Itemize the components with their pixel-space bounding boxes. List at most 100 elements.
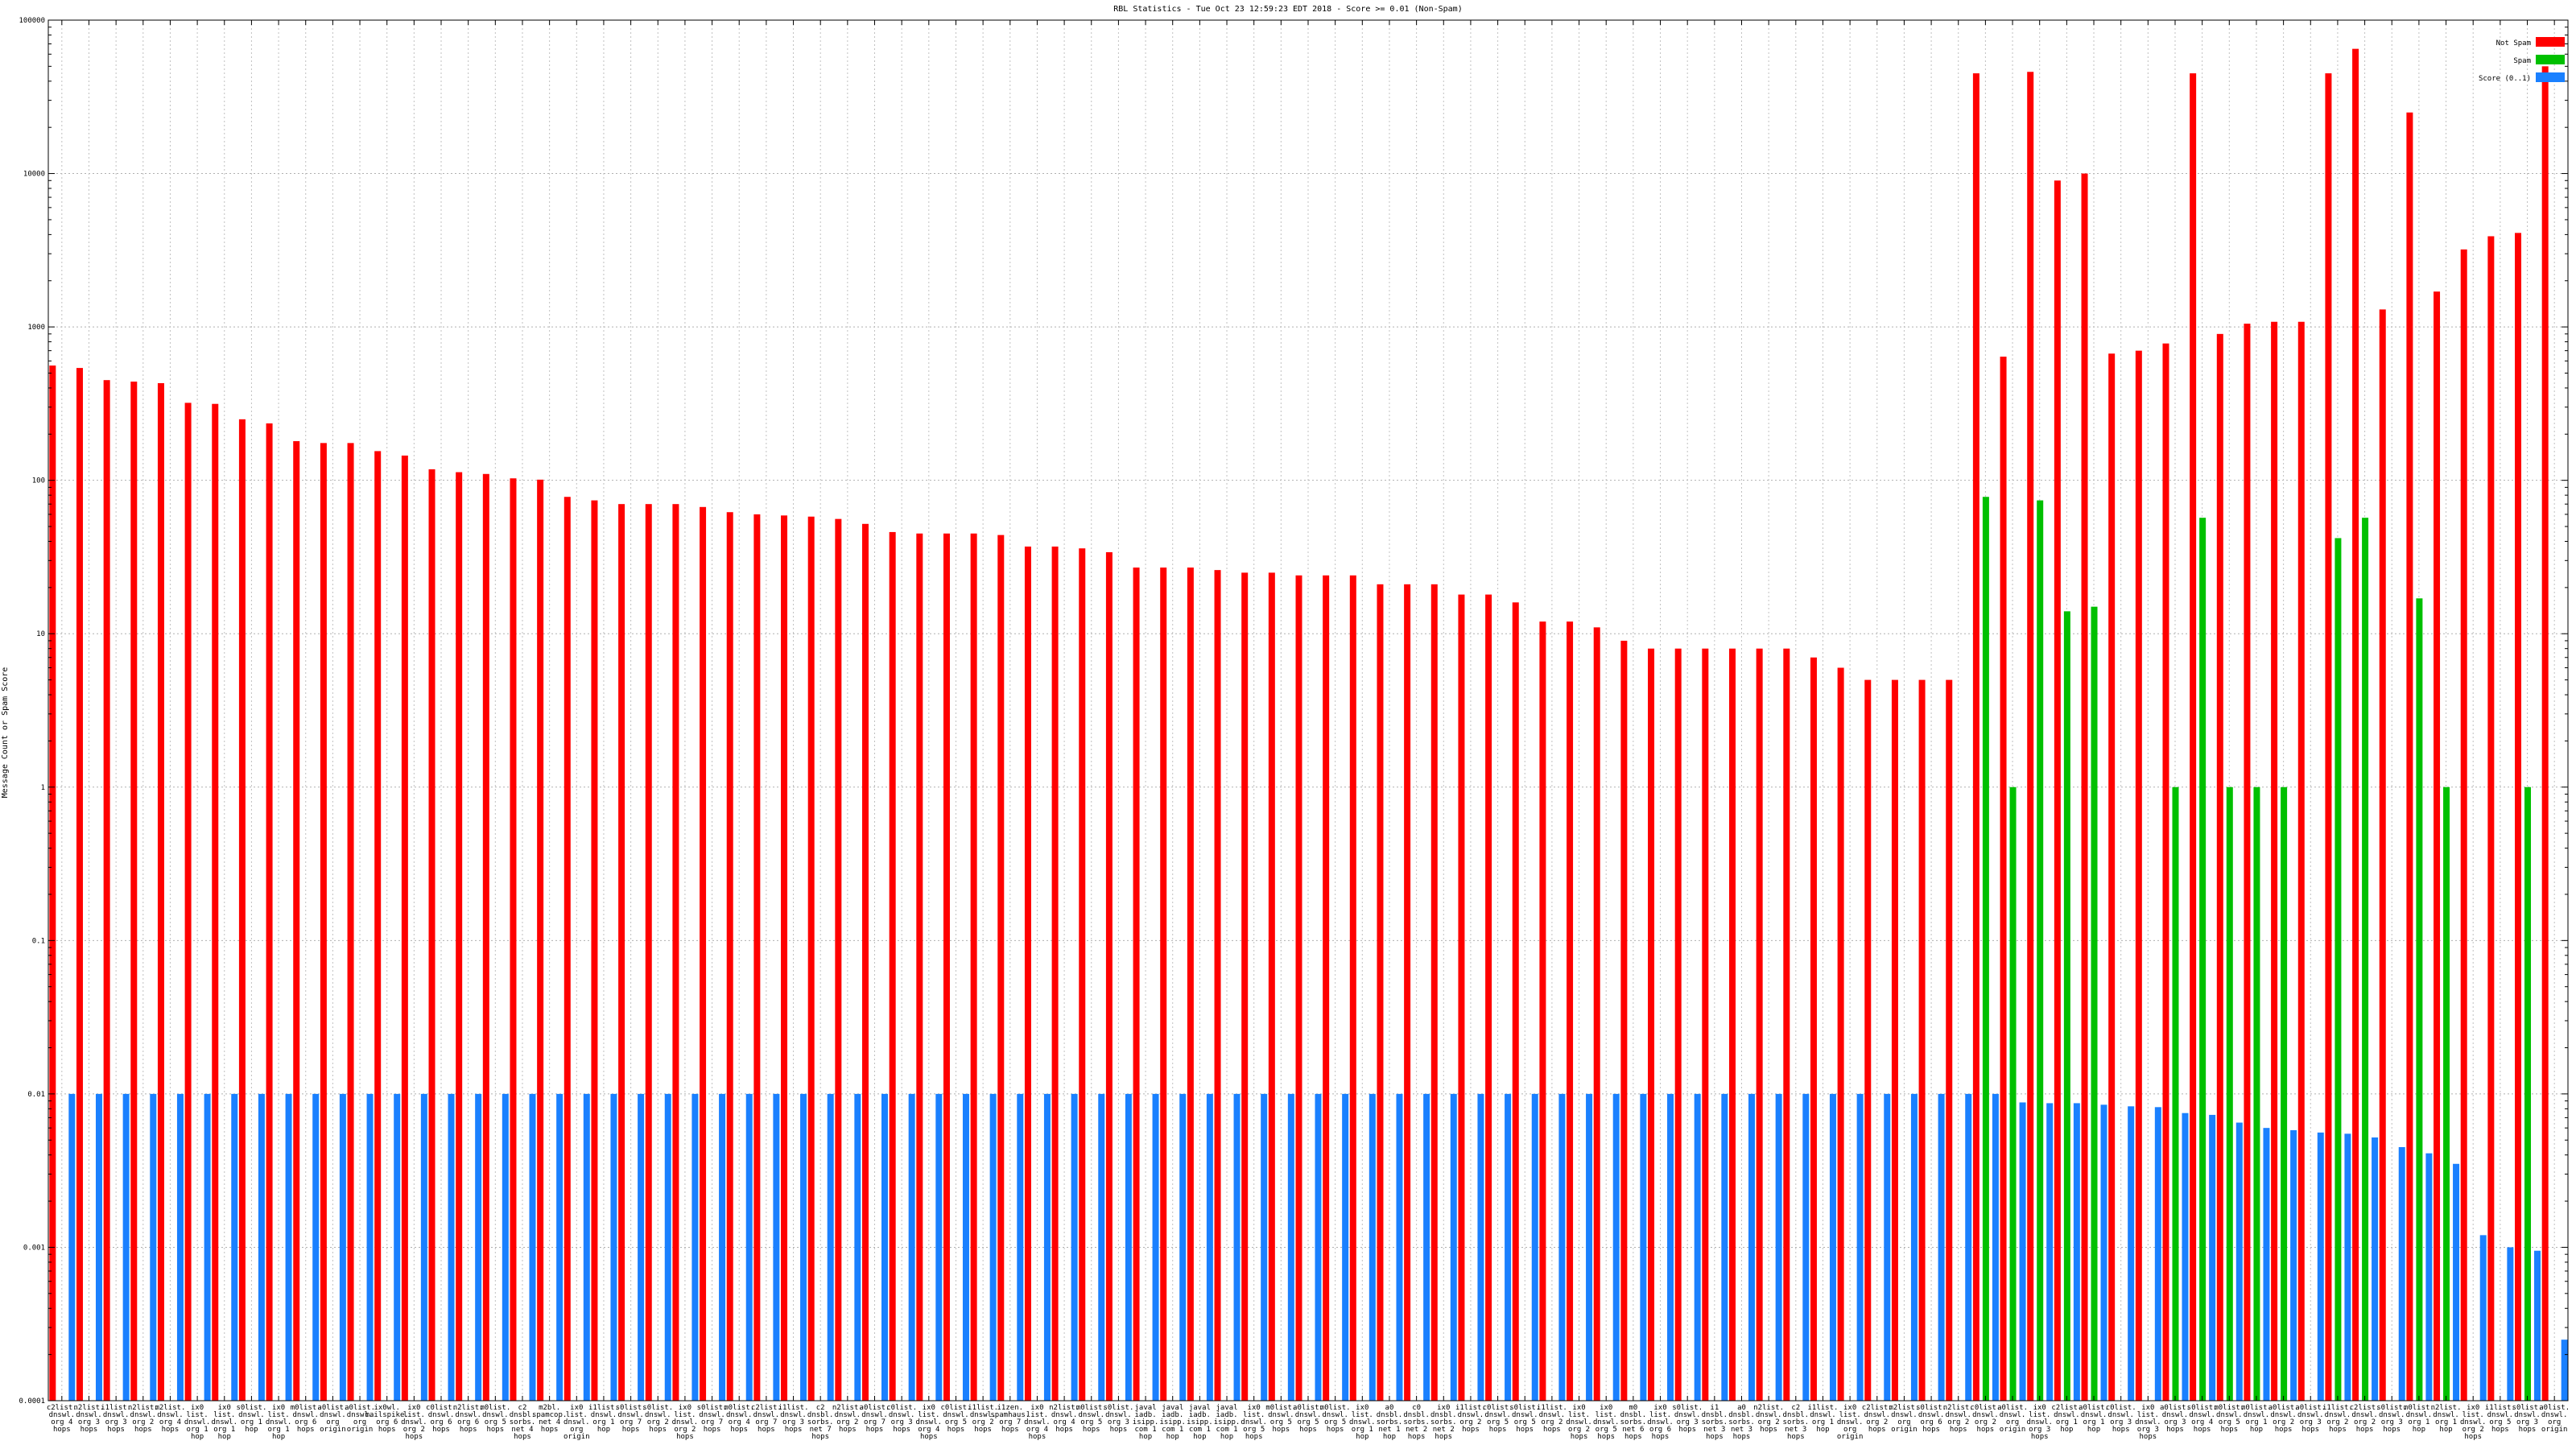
bar-score-13 (420, 1093, 427, 1401)
bar-not-38 (1079, 548, 1086, 1401)
bar-not-69 (1918, 679, 1926, 1401)
x-category-label: c0list. dnswl. org 5 hops (941, 1404, 972, 1434)
bar-score-58 (1640, 1093, 1647, 1401)
x-category-label: c0list. dnswl. org 6 hops (426, 1404, 456, 1434)
bar-score-32 (935, 1093, 943, 1401)
bar-score-19 (583, 1093, 590, 1401)
x-category-label: ix0 list. dnswl. org 2 hops (2460, 1404, 2487, 1441)
x-category-label: m0list. dnswl. org 5 hops (1076, 1404, 1107, 1434)
bar-score-54 (1531, 1093, 1538, 1401)
x-category-label: m2list. dnswl. org 4 hops (155, 1404, 185, 1434)
bar-score-59 (1667, 1093, 1674, 1401)
bar-not-62 (1728, 648, 1736, 1401)
bar-not-45 (1268, 572, 1275, 1401)
bar-score-41 (1179, 1093, 1187, 1401)
x-category-label: s0list. dnswl. org 3 hops (2512, 1404, 2543, 1434)
bar-score-14 (448, 1093, 455, 1401)
y-tick-label: 0.001 (23, 1244, 45, 1252)
bar-not-8 (266, 423, 273, 1401)
x-category-label: a0list. dnswl. org 5 hops (1293, 1404, 1323, 1434)
bar-score-9 (312, 1093, 320, 1401)
bar-spam-87 (2416, 598, 2423, 1401)
bar-not-28 (807, 516, 815, 1401)
bar-not-6 (212, 403, 219, 1401)
bar-score-35 (1017, 1093, 1024, 1401)
bar-spam-81 (2253, 786, 2260, 1401)
bar-not-74 (2054, 180, 2061, 1401)
x-category-label: i1 dnsbl. sorbs. net 3 hops (1702, 1404, 1728, 1441)
bar-score-67 (1884, 1093, 1891, 1401)
y-tick-label: 10000 (23, 171, 45, 179)
legend-label: Not Spam (2496, 39, 2531, 47)
y-tick-label: 100000 (19, 17, 45, 25)
x-category-label: m0list. dnswl. org 4 hops (724, 1404, 754, 1434)
x-category-label: a0list. dnswl. org origin (345, 1404, 375, 1434)
bar-not-78 (2162, 343, 2169, 1401)
bar-score-0 (68, 1093, 76, 1401)
bar-score-38 (1098, 1093, 1105, 1401)
x-category-label: s0list. dnswl. org 7 hops (616, 1404, 646, 1434)
legend-swatch (2536, 72, 2565, 82)
bar-score-64 (1802, 1093, 1810, 1401)
y-axis-ticks: 0.0001 0.001 0.01 0.1 1 10 100 1000 10000 100000 (19, 17, 2568, 1406)
bar-score-26 (773, 1093, 780, 1401)
bar-not-26 (753, 514, 761, 1401)
bar-score-5 (204, 1093, 211, 1401)
bar-score-27 (800, 1093, 807, 1401)
bar-not-39 (1105, 551, 1113, 1401)
bar-score-57 (1612, 1093, 1620, 1401)
bar-not-89 (2460, 249, 2467, 1401)
x-category-label: m0list. dnswl. org 5 hops (480, 1404, 510, 1434)
bar-not-23 (672, 504, 679, 1401)
bar-not-33 (943, 533, 950, 1401)
bar-score-92 (2561, 1340, 2568, 1401)
bar-not-59 (1648, 648, 1655, 1401)
bar-not-66 (1837, 667, 1844, 1401)
x-category-label: s0list. dnswl. org 3 hops (1672, 1404, 1703, 1434)
bar-not-68 (1891, 679, 1898, 1401)
legend-swatch (2536, 55, 2565, 64)
x-category-label: i1list. dnswl. org 1 hop (588, 1404, 619, 1434)
bar-not-15 (456, 472, 463, 1401)
y-tick-label: 10 (36, 630, 45, 638)
bar-not-55 (1539, 621, 1546, 1401)
bar-not-3 (130, 382, 138, 1401)
bar-not-72 (2000, 357, 2007, 1402)
x-category-label: ix0 list. dnswl. org 4 hops (1024, 1404, 1051, 1441)
bar-not-75 (2081, 173, 2088, 1402)
bar-score-44 (1261, 1093, 1268, 1401)
bar-spam-85 (2362, 518, 2369, 1402)
bar-not-83 (2297, 321, 2305, 1401)
x-category-label: javal iadb. isipp. com 1 hop (1187, 1404, 1213, 1441)
bar-not-58 (1620, 640, 1628, 1401)
bar-not-12 (374, 451, 382, 1401)
bar-not-11 (347, 443, 354, 1401)
bar-score-73 (2046, 1103, 2054, 1401)
bar-score-60 (1694, 1093, 1701, 1401)
bar-not-84 (2325, 73, 2332, 1402)
bar-score-85 (2372, 1137, 2379, 1401)
bar-not-49 (1377, 584, 1384, 1401)
bar-not-29 (835, 518, 842, 1401)
x-category-label: c2list. dnswl. org 4 hops (47, 1404, 77, 1434)
bar-score-46 (1315, 1093, 1322, 1401)
bar-score-22 (664, 1093, 671, 1401)
bar-score-1 (95, 1093, 102, 1401)
x-category-label: ix0 list. dnswl. org 1 hop (266, 1404, 292, 1441)
bar-score-65 (1829, 1093, 1836, 1401)
bar-score-36 (1043, 1093, 1051, 1401)
bar-score-15 (475, 1093, 482, 1401)
bar-score-87 (2425, 1153, 2433, 1401)
bar-not-17 (510, 478, 517, 1401)
bar-not-16 (482, 473, 489, 1401)
bar-score-28 (827, 1093, 834, 1401)
bar-score-3 (150, 1093, 157, 1401)
bar-score-30 (881, 1093, 889, 1401)
bar-score-11 (366, 1093, 374, 1401)
bar-not-9 (293, 441, 300, 1401)
bar-not-1 (76, 368, 83, 1401)
bar-not-61 (1702, 648, 1709, 1401)
x-category-label: s0list. dnswl. org 3 hops (1103, 1404, 1133, 1434)
bar-not-92 (2541, 66, 2549, 1402)
bar-spam-73 (2037, 500, 2044, 1402)
